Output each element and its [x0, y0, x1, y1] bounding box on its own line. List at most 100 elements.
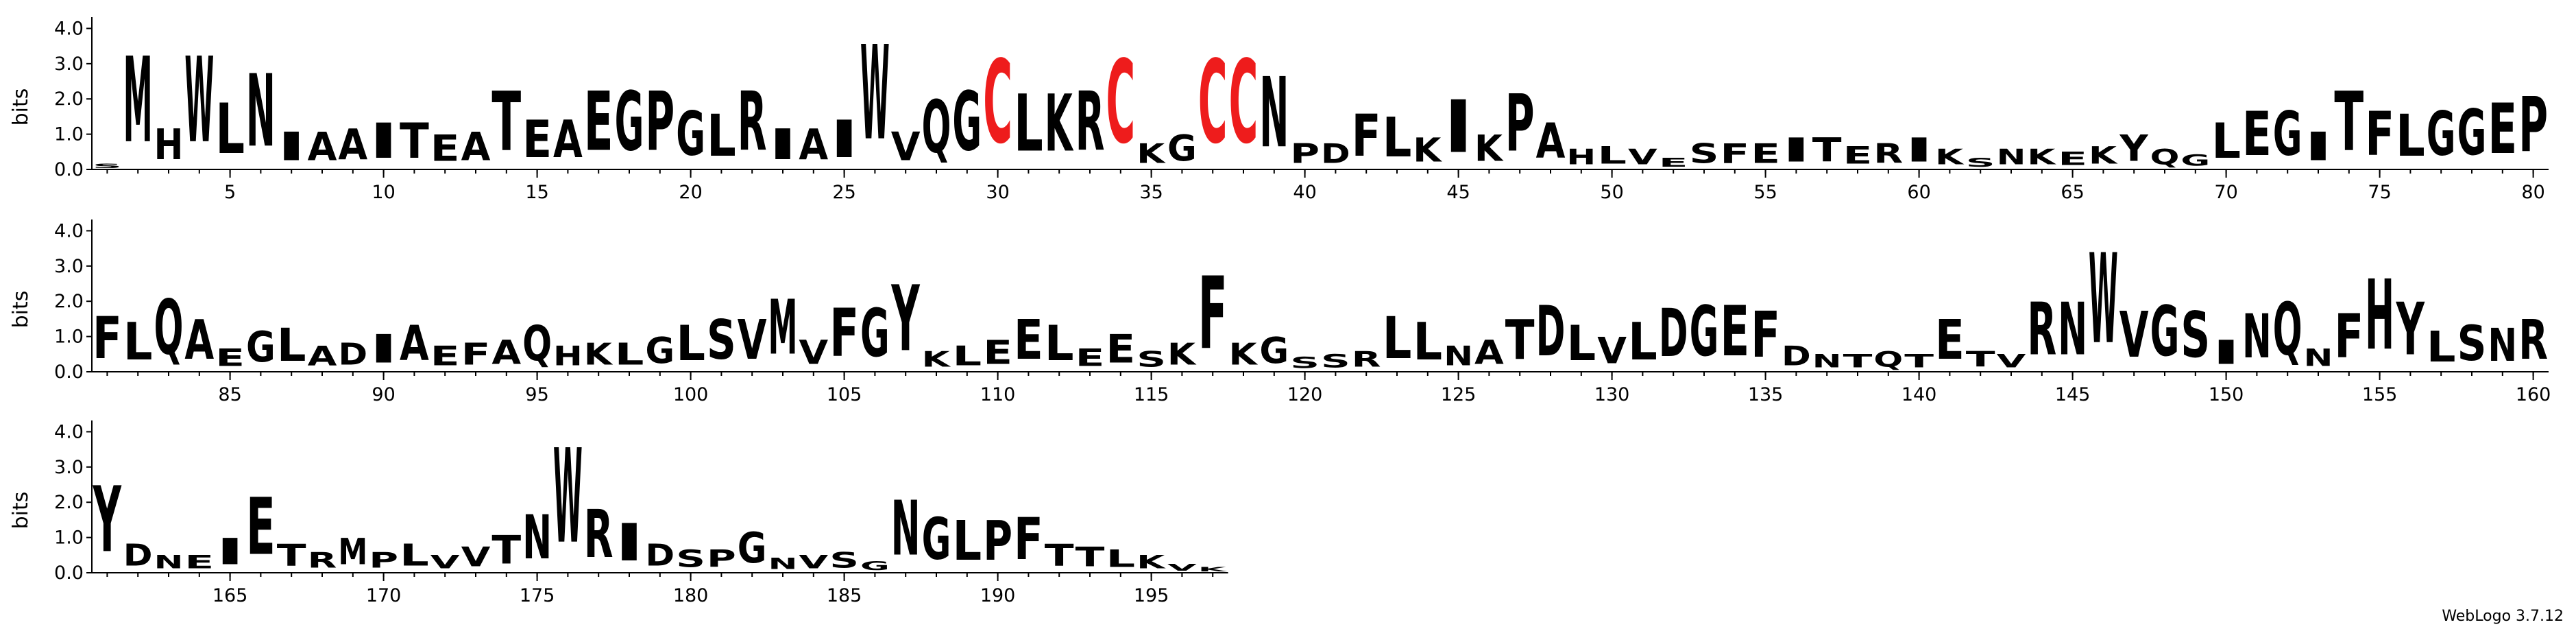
logo-letter: G: [615, 74, 644, 169]
x-tick-label: 70: [2214, 182, 2237, 203]
logo-letter: A: [400, 316, 429, 372]
logo-letter: G: [1259, 330, 1289, 372]
logo-letter: M: [338, 531, 367, 573]
logo-letter: A: [308, 340, 337, 372]
logo-letter: V: [799, 552, 828, 573]
logo-letter: K: [1137, 551, 1166, 573]
logo-letter: N: [1259, 57, 1289, 169]
y-tick-label: 3.0: [54, 54, 84, 75]
y-tick-label: 2.0: [54, 88, 84, 110]
x-tick-label: 75: [2368, 182, 2391, 203]
x-tick-label: 50: [1600, 182, 1623, 203]
y-tick-label: 3.0: [54, 256, 84, 277]
logo-letter: V: [1628, 145, 1657, 169]
logo-letter: F: [461, 337, 491, 372]
logo-letter: V: [891, 124, 921, 169]
logo-letter: N: [1812, 351, 1842, 372]
x-tick-label: 90: [372, 384, 395, 405]
logo-letter: V: [2119, 298, 2149, 372]
logo-letter: Y: [891, 266, 921, 371]
logo-letter: H: [2365, 259, 2394, 371]
logo-letter: I: [768, 120, 798, 169]
logo-letter: L: [123, 312, 153, 372]
logo-letter: D: [123, 538, 153, 573]
logo-letter: G: [860, 559, 890, 573]
logo-letter: T: [1045, 538, 1074, 573]
logo-letter: E: [1106, 327, 1135, 372]
logo-letter: P: [2518, 81, 2548, 169]
logo-letter: N: [891, 486, 921, 573]
x-tick-label: 60: [1907, 182, 1930, 203]
y-tick-label: 1.0: [54, 327, 84, 348]
logo-letter: T: [1843, 351, 1873, 372]
logo-letter: E: [2242, 99, 2272, 169]
logo-letter: N: [2304, 344, 2333, 372]
logo-letter: Q: [1873, 347, 1903, 372]
logo-letter: D: [1536, 292, 1566, 372]
x-tick-label: 135: [1748, 384, 1784, 405]
logo-letter: T: [400, 113, 429, 169]
logo-letter: E: [430, 340, 460, 372]
logo-letter: E: [1014, 309, 1043, 372]
logo-letter: F: [1720, 138, 1749, 169]
logo-letter: K: [1229, 337, 1259, 372]
logo-letter: A: [1536, 113, 1566, 169]
logo-letter: K: [2027, 145, 2056, 170]
logo-letter: L: [952, 340, 982, 372]
logo-letter: Y: [2119, 127, 2149, 169]
x-tick-label: 115: [1134, 384, 1169, 405]
y-tick-label: 0.0: [54, 361, 84, 383]
y-tick-label: 0.0: [54, 159, 84, 180]
logo-letter: K: [1413, 131, 1442, 169]
logo-letter: T: [1966, 347, 1995, 372]
logo-letter: I: [615, 513, 644, 573]
logo-letter: E: [2058, 149, 2087, 170]
y-tick-label: 4.0: [54, 18, 84, 39]
logo-letter: K: [1167, 337, 1198, 372]
logo-letter: D: [338, 337, 367, 372]
logo-letter: F: [829, 295, 859, 372]
y-tick-label: 3.0: [54, 457, 84, 478]
logo-letter: Q: [2150, 145, 2180, 169]
logo-letter: K: [584, 337, 614, 372]
logo-letter: K: [1935, 145, 1965, 170]
logo-letter: V: [430, 552, 460, 573]
logo-letter: A: [553, 110, 583, 169]
logo-letter: I: [2211, 333, 2241, 371]
logo-letter: P: [1505, 79, 1535, 169]
x-tick-label: 40: [1293, 182, 1316, 203]
logo-letter: I: [215, 531, 245, 573]
logo-letter: N: [2058, 287, 2087, 372]
logo-letter: R: [1352, 347, 1381, 372]
x-tick-label: 5: [224, 182, 236, 203]
logo-letter: N: [1444, 340, 1473, 372]
x-tick-label: 100: [673, 384, 709, 405]
logo-letter: P: [369, 549, 398, 573]
logo-letter: A: [308, 124, 337, 169]
logo-letter: L: [1628, 312, 1657, 372]
logo-letter: D: [645, 538, 675, 573]
logo-letter: G: [1690, 291, 1719, 372]
logo-letter: N: [2242, 301, 2272, 372]
logo-letter: N: [1997, 145, 2026, 169]
logo-letter: L: [615, 337, 644, 372]
logo-letter: T: [277, 538, 306, 573]
logo-letter: M: [768, 284, 798, 372]
logo-letter: G: [738, 524, 767, 573]
logo-letter: F: [1352, 104, 1381, 169]
x-tick-label: 110: [980, 384, 1016, 405]
logo-letter: Y: [2396, 287, 2425, 371]
x-tick-label: 120: [1287, 384, 1323, 405]
logo-letter: M: [123, 33, 153, 169]
logo-letter: G: [246, 323, 276, 372]
logo-letter: E: [184, 552, 214, 573]
logo-letter: L: [676, 316, 705, 372]
logo-letter: G: [952, 74, 982, 169]
x-tick-label: 35: [1139, 182, 1163, 203]
logo-letter: G: [1167, 128, 1197, 169]
x-tick-label: 80: [2521, 182, 2544, 203]
logo-letter: V: [461, 541, 491, 573]
logo-letter: K: [1137, 139, 1166, 170]
logo-letter: S: [2180, 298, 2210, 372]
